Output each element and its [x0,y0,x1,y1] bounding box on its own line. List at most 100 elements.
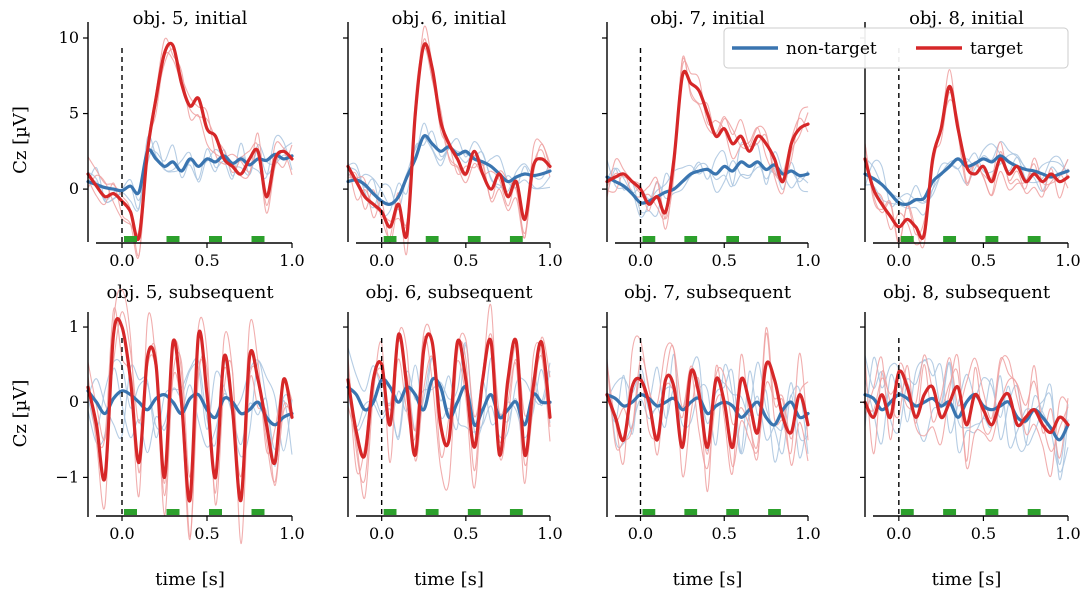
x-tick-label: 0.5 [194,524,219,543]
x-axis-label: time [s] [932,569,1002,590]
panel-r0-c3: obj. 8, initial 0.0 0.5 1.0 [860,8,1081,270]
series-line-target [346,332,552,459]
panel-r1-c0: obj. 5, subsequent −1 0 1 0.0 0.5 1.0 time [s] C… [10,282,305,590]
series-line-target [863,369,1070,435]
trial-line-non-target [87,359,293,468]
x-tick-label: 0.0 [628,251,653,270]
stimulus-marker [900,236,914,242]
x-tick-label: 1.0 [279,524,304,543]
x-axis-label: time [s] [155,569,225,590]
series-line-target [86,41,294,242]
panel-title: obj. 6, subsequent [365,282,533,303]
y-tick-label: 0 [69,179,79,198]
trial-line-non-target [864,143,1069,205]
stimulus-marker [166,509,180,515]
y-tick-label: 10 [59,28,79,47]
panel-title: obj. 8, initial [909,8,1024,29]
trial-line-target [87,307,293,540]
stimulus-marker [209,509,222,515]
trial-line-target [347,47,551,256]
x-tick-label: 0.0 [369,524,394,543]
stimulus-marker [1027,509,1041,515]
stimulus-marker [642,509,656,515]
panel-r1-c2: obj. 7, subsequent 0.0 0.5 1.0 time [s] [602,282,821,590]
x-axis-label: time [s] [673,569,743,590]
x-tick-label: 0.5 [712,524,737,543]
panel-r0-c0: obj. 5, initial 0 5 10 0.0 0.5 1.0 Cz [µV] [10,8,305,270]
x-tick-label: 0.0 [886,251,911,270]
stimulus-marker [124,509,137,515]
trial-line-target [606,55,809,220]
stimulus-marker [985,236,999,242]
x-tick-label: 0.0 [109,251,134,270]
panel-title: obj. 5, initial [133,8,248,29]
trial-line-target [606,332,809,493]
x-tick-label: 1.0 [795,524,820,543]
trial-line-target [864,357,1069,455]
series-line-non-target [86,148,294,196]
panel-title: obj. 8, subsequent [883,282,1051,303]
stimulus-marker [383,509,397,515]
x-tick-label: 0.5 [194,251,219,270]
trial-line-non-target [606,353,809,459]
trial-line-non-target [347,347,551,440]
stimulus-marker [684,236,698,242]
stimulus-marker [467,509,481,515]
stimulus-marker [900,509,914,515]
panel-title: obj. 7, subsequent [624,282,792,303]
x-tick-label: 0.5 [712,251,737,270]
x-tick-label: 1.0 [537,524,562,543]
series-line-target [86,316,294,503]
series-line-non-target [86,389,294,427]
x-axis-label: time [s] [414,569,484,590]
stimulus-marker [726,509,739,515]
x-tick-label: 1.0 [1055,251,1080,270]
panel-r1-c1: obj. 6, subsequent 0.0 0.5 1.0 time [s] [343,282,563,590]
trial-line-target [87,311,293,538]
stimulus-marker [166,236,180,242]
x-tick-label: 0.0 [628,524,653,543]
series-line-target [605,69,810,215]
stimulus-marker [726,236,739,242]
trial-line-target [606,60,809,220]
x-tick-label: 0.5 [971,251,996,270]
stimulus-marker [985,509,999,515]
x-tick-label: 0.0 [109,524,134,543]
x-tick-label: 1.0 [1055,524,1080,543]
panel-title: obj. 5, subsequent [106,282,274,303]
trial-line-target [606,57,809,230]
stimulus-marker [943,509,957,515]
panel-title: obj. 6, initial [392,8,507,29]
stimulus-marker [251,509,265,515]
trial-line-target [864,69,1069,243]
panel-title: obj. 7, initial [650,8,765,29]
x-tick-label: 0.0 [886,524,911,543]
legend-label-non-target: non-target [786,39,877,59]
stimulus-marker [467,236,481,242]
stimulus-marker [509,509,523,515]
x-tick-label: 0.5 [453,251,478,270]
stimulus-marker [509,236,523,242]
stimulus-marker [768,236,781,242]
x-tick-label: 0.5 [971,524,996,543]
x-tick-label: 1.0 [537,251,562,270]
trial-line-target [87,37,293,236]
panel-r0-c1: obj. 6, initial 0.0 0.5 1.0 [343,8,563,270]
trial-line-target [606,327,809,466]
stimulus-marker [425,509,439,515]
y-axis-label: Cz [µV] [10,106,31,174]
legend-box [723,27,1069,69]
stimulus-marker [684,509,698,515]
x-tick-label: 1.0 [279,251,304,270]
stimulus-marker [251,236,265,242]
series-line-target [863,84,1070,240]
stimulus-marker [124,236,137,242]
stimulus-marker [383,236,397,242]
y-tick-label: 5 [69,104,79,123]
trial-line-non-target [347,342,551,457]
y-tick-label: −1 [55,467,79,486]
panel-r0-c2: obj. 7, initial 0.0 0.5 1.0 [602,8,821,270]
trial-line-non-target [606,356,809,451]
x-tick-label: 0.5 [453,524,478,543]
